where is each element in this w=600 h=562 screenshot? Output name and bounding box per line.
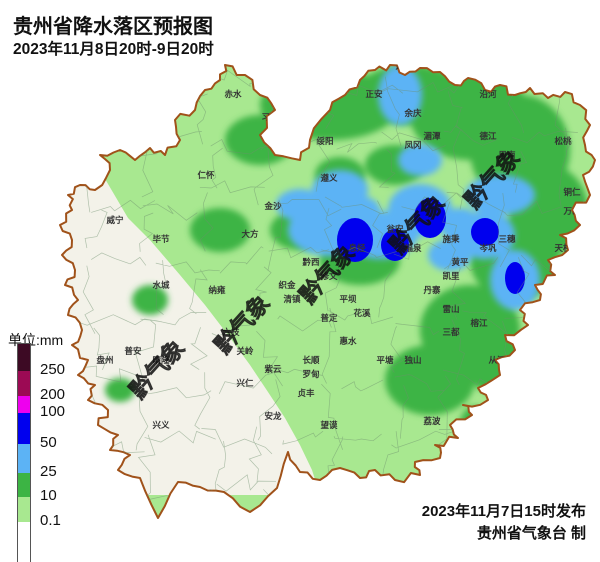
svg-text:丹寨: 丹寨 xyxy=(423,285,441,295)
svg-text:三穗: 三穗 xyxy=(498,234,516,244)
svg-text:湄潭: 湄潭 xyxy=(423,131,441,141)
svg-text:平坝: 平坝 xyxy=(339,294,357,304)
svg-text:绥阳: 绥阳 xyxy=(316,136,333,146)
svg-text:兴义: 兴义 xyxy=(152,420,170,430)
svg-text:遵义: 遵义 xyxy=(320,173,338,183)
svg-text:水城: 水城 xyxy=(151,280,170,290)
svg-text:荔波: 荔波 xyxy=(422,416,441,426)
svg-text:贞丰: 贞丰 xyxy=(297,388,315,398)
svg-text:长顺: 长顺 xyxy=(302,355,320,365)
svg-text:惠水: 惠水 xyxy=(339,336,357,346)
svg-text:余庆: 余庆 xyxy=(403,108,422,118)
svg-text:德江: 德江 xyxy=(479,131,497,141)
svg-text:施秉: 施秉 xyxy=(442,234,460,244)
svg-text:赤水: 赤水 xyxy=(224,89,242,99)
svg-text:独山: 独山 xyxy=(403,355,421,365)
svg-text:岑巩: 岑巩 xyxy=(478,243,497,253)
svg-text:天柱: 天柱 xyxy=(554,243,572,253)
svg-text:纳雍: 纳雍 xyxy=(208,285,226,295)
svg-text:安龙: 安龙 xyxy=(264,411,282,421)
svg-text:威宁: 威宁 xyxy=(105,215,124,225)
svg-text:铜仁: 铜仁 xyxy=(563,187,581,197)
svg-text:黄平: 黄平 xyxy=(451,257,469,267)
svg-text:凤冈: 凤冈 xyxy=(404,140,421,150)
svg-text:紫云: 紫云 xyxy=(264,364,282,374)
svg-text:毕节: 毕节 xyxy=(152,234,170,244)
svg-text:松桃: 松桃 xyxy=(554,136,572,146)
svg-text:织金: 织金 xyxy=(278,280,296,290)
svg-text:万山: 万山 xyxy=(562,206,580,216)
svg-text:锦屏: 锦屏 xyxy=(544,280,562,290)
svg-text:关岭: 关岭 xyxy=(236,346,254,356)
svg-text:正安: 正安 xyxy=(365,89,383,99)
svg-text:花溪: 花溪 xyxy=(353,308,371,318)
svg-text:习水: 习水 xyxy=(261,112,279,122)
svg-text:榕江: 榕江 xyxy=(470,318,488,328)
svg-text:仁怀: 仁怀 xyxy=(197,170,215,180)
svg-text:平塘: 平塘 xyxy=(376,355,394,365)
svg-text:大方: 大方 xyxy=(241,229,259,239)
svg-text:金沙: 金沙 xyxy=(263,201,282,211)
